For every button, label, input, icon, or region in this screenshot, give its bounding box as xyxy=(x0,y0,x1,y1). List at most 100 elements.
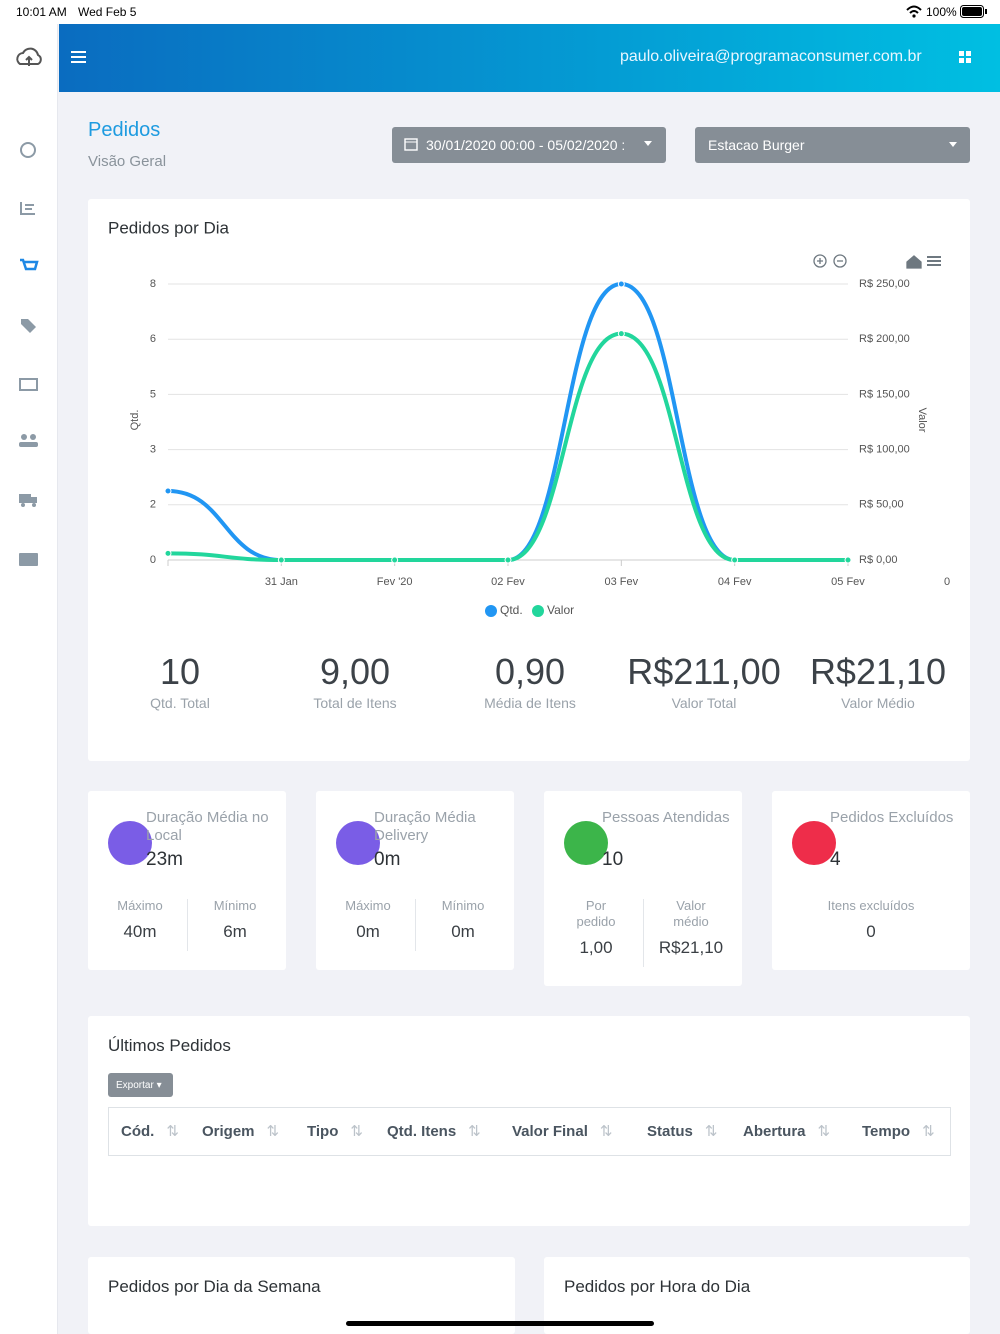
stat-label: Média de Itens xyxy=(484,695,576,711)
column-label: Cód. xyxy=(121,1123,155,1140)
legend-marker xyxy=(485,605,497,617)
store-name: Estacao Burger xyxy=(708,137,805,153)
date-range-picker[interactable]: 30/01/2020 00:00 - 05/02/2020 : xyxy=(392,127,666,163)
summary-card: Duração Média no Local 23m Máximo 40m Mínimo… xyxy=(88,791,286,970)
card-value: 10 xyxy=(602,849,624,870)
table-title: Últimos Pedidos xyxy=(108,1036,231,1055)
series-line xyxy=(167,331,848,562)
stat-value: 0,90 xyxy=(494,651,566,692)
metric-label: Itens excluídos xyxy=(827,898,915,913)
y2-tick-label: R$ 200,00 xyxy=(859,333,910,345)
stat-value: 9,00 xyxy=(319,651,391,692)
delivery-icon[interactable] xyxy=(19,494,37,507)
chart-card: Pedidos por Dia 0 2 3 5 6 8 R$ 0,00 R$ 50,00 R$ … xyxy=(88,199,970,761)
menu-button[interactable] xyxy=(71,50,87,64)
metric-label: Máximo xyxy=(117,898,163,913)
card-title: Pedidos Excluídos xyxy=(830,809,954,826)
chart-toolbar xyxy=(813,254,941,269)
people-icon[interactable] xyxy=(19,434,38,447)
card-icon[interactable] xyxy=(19,553,38,566)
chart-title: Pedidos por Dia xyxy=(108,218,230,237)
y-tick-label: 2 xyxy=(150,499,156,511)
x-tick-label: 02 Fev xyxy=(491,576,525,588)
metric-label: Máximo xyxy=(345,898,391,913)
card-title: Duração Média Delivery xyxy=(374,809,476,844)
metric-divider xyxy=(187,899,188,951)
status-date: Wed Feb 5 xyxy=(78,5,137,19)
orders-icon[interactable] xyxy=(20,258,39,271)
card-title: Pedidos por Hora do Dia xyxy=(564,1277,751,1296)
legend-label: Valor xyxy=(547,603,574,617)
sort-icon: ⇅ xyxy=(922,1123,935,1140)
card-title: Pessoas Atendidas xyxy=(602,809,730,826)
zoom-in-button[interactable] xyxy=(813,254,827,268)
table-header: Cód. ⇅ Origem ⇅ Tipo ⇅ Qtd. Itens ⇅ Valor Final ⇅… xyxy=(108,1107,951,1156)
card-value: 4 xyxy=(830,849,841,870)
cash-icon[interactable] xyxy=(19,378,38,391)
data-point xyxy=(164,549,172,557)
column-header[interactable]: Tipo ⇅ xyxy=(307,1122,363,1140)
date-range: 30/01/2020 00:00 - 05/02/2020 : xyxy=(426,137,626,153)
data-point xyxy=(617,330,625,338)
zoom-out-button[interactable] xyxy=(833,254,847,268)
metric-label: Mínimo xyxy=(213,898,257,913)
stat-label: Total de Itens xyxy=(313,695,397,711)
card-icon xyxy=(564,821,608,865)
stat-value: 10 xyxy=(159,651,201,692)
sort-icon: ⇅ xyxy=(468,1123,481,1140)
user-email[interactable]: paulo.oliveira@programaconsumer.com.br xyxy=(620,48,922,65)
stat-label: Valor Médio xyxy=(841,695,915,711)
export-button[interactable]: Exportar ▾ xyxy=(108,1073,173,1097)
data-point xyxy=(164,487,172,495)
column-label: Tempo xyxy=(862,1123,911,1140)
column-header[interactable]: Abertura ⇅ xyxy=(743,1122,830,1140)
metric-label: Valor médio xyxy=(673,898,709,929)
reset-zoom-button[interactable] xyxy=(906,255,922,269)
store-select[interactable]: Estacao Burger xyxy=(695,127,970,163)
status-bar: 10:01 AM Wed Feb 5 100% xyxy=(0,0,1000,24)
column-header[interactable]: Origem ⇅ xyxy=(202,1122,279,1140)
reports-icon[interactable] xyxy=(20,202,35,215)
apps-button[interactable] xyxy=(959,51,973,65)
tags-icon[interactable] xyxy=(21,319,36,333)
column-header[interactable]: Cód. ⇅ xyxy=(121,1122,179,1140)
card-icon xyxy=(336,821,380,865)
y2-axis-title: Valor xyxy=(916,408,928,433)
y2-tick-label: R$ 150,00 xyxy=(859,388,910,400)
upload-icon[interactable] xyxy=(16,47,42,66)
chart-menu-button[interactable] xyxy=(927,256,941,266)
y-tick-label: 3 xyxy=(150,444,156,456)
metric-value: 0m xyxy=(451,922,475,941)
export-label: Exportar xyxy=(116,1080,154,1091)
sort-icon: ⇅ xyxy=(599,1123,613,1140)
column-label: Valor Final xyxy=(512,1123,588,1140)
y-tick-label: 8 xyxy=(150,278,156,290)
column-header[interactable]: Valor Final ⇅ xyxy=(512,1122,612,1140)
metric-label: Mínimo xyxy=(441,898,485,913)
card-title: Duração Média no Local xyxy=(146,809,269,844)
dashboard-icon[interactable] xyxy=(20,142,36,158)
metric-divider xyxy=(643,899,644,967)
column-header[interactable]: Qtd. Itens ⇅ xyxy=(387,1122,481,1140)
y-tick-label: 0 xyxy=(150,554,156,566)
card-icon xyxy=(792,821,836,865)
x-tick-label: Fev '20 xyxy=(377,576,413,588)
x-tick-label: 31 Jan xyxy=(265,576,298,588)
summary-card: Duração Média Delivery 0m Máximo 0m Mínimo 0m xyxy=(316,791,514,970)
y2-tick-label: R$ 100,00 xyxy=(859,444,910,456)
sort-icon: ⇅ xyxy=(266,1123,280,1140)
card-title: Pedidos por Dia da Semana xyxy=(108,1277,321,1296)
x-tick-label: 03 Fev xyxy=(605,576,639,588)
metric-value: 0 xyxy=(866,922,876,941)
sort-icon: ⇅ xyxy=(350,1123,363,1140)
column-label: Abertura xyxy=(743,1123,806,1140)
column-header[interactable]: Status ⇅ xyxy=(647,1122,717,1140)
y2-tick-label: R$ 250,00 xyxy=(859,278,910,290)
dropdown-caret xyxy=(644,141,652,146)
legend-label: Qtd. xyxy=(500,603,523,617)
y2-tick-label: R$ 0,00 xyxy=(859,554,898,566)
battery-icon xyxy=(960,5,987,18)
column-label: Origem xyxy=(202,1123,255,1140)
column-header[interactable]: Tempo ⇅ xyxy=(862,1122,935,1140)
